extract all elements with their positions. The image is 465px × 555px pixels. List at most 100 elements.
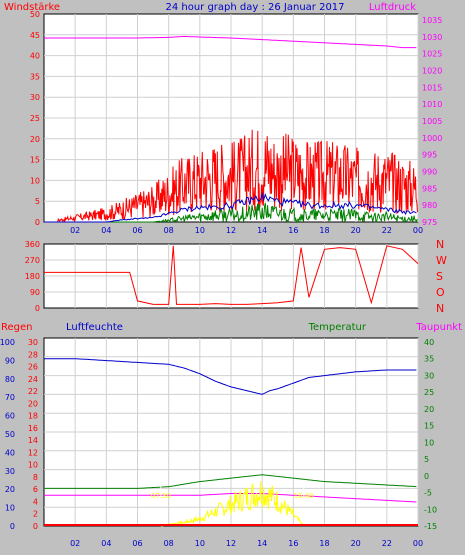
x-tick-label: 04 (101, 226, 111, 235)
humidity-tick-label: 6 (33, 485, 38, 494)
humidity-temperature-plot: 1009080706050403020100302826242220181614… (0, 337, 437, 548)
x-tick-label: 06 (132, 226, 142, 235)
humidity-tick-label: 10 (28, 461, 38, 470)
wind-tick-label: 30 (30, 93, 40, 102)
pressure-axis-label: Luftdruck (369, 2, 416, 13)
rain-tick-label: 40 (5, 448, 15, 457)
x-tick-label: 16 (288, 226, 298, 235)
humidity-tick-label: 16 (28, 424, 38, 433)
direction-tick-label: 180 (25, 272, 40, 281)
wind-tick-label: 15 (30, 156, 40, 165)
x-tick-label: 20 (351, 539, 361, 548)
humidity-tick-label: 26 (28, 363, 38, 372)
x-tick-label: 18 (319, 539, 329, 548)
humidity-tick-label: 22 (28, 387, 38, 396)
humidity-tick-label: 18 (28, 412, 38, 421)
series-windstaerke (44, 129, 419, 224)
x-tick-label: 12 (226, 539, 236, 548)
compass-label: S (436, 270, 443, 283)
series-temperatur (44, 474, 417, 489)
humidity-tick-label: 4 (33, 497, 38, 506)
series-direction (44, 245, 419, 305)
direction-tick-label: 90 (30, 288, 40, 297)
pressure-tick-label: 995 (422, 151, 437, 160)
wind-tick-label: 5 (35, 197, 40, 206)
x-tick-label: 04 (101, 539, 111, 548)
temperature-tick-label: 15 (424, 422, 434, 431)
x-tick-label: 10 (195, 539, 205, 548)
humidity-tick-label: 28 (28, 350, 38, 359)
x-tick-label: 02 (70, 539, 80, 548)
humidity-tick-label: 20 (28, 399, 38, 408)
x-tick-label: 16 (288, 539, 298, 548)
temperature-tick-label: 25 (424, 388, 434, 397)
series-taupunkt (44, 493, 417, 503)
rain-tick-label: 80 (5, 375, 15, 384)
pressure-tick-label: 985 (422, 184, 437, 193)
wind-tick-label: 45 (30, 31, 40, 40)
temperature-tick-label: -10 (424, 505, 437, 514)
x-tick-label: 12 (226, 226, 236, 235)
series-luftfeuchte (44, 358, 417, 395)
temperature-tick-label: 5 (424, 455, 429, 464)
x-tick-label: 22 (382, 226, 392, 235)
humidity-tick-label: 14 (28, 436, 38, 445)
wind-tick-label: 10 (30, 176, 40, 185)
temperature-axis-label: Temperatur (308, 322, 367, 333)
rain-axis-label: Regen (1, 322, 33, 333)
direction-tick-label: 0 (35, 304, 40, 313)
humidity-tick-label: 30 (28, 338, 38, 347)
x-tick-label: 22 (382, 539, 392, 548)
x-tick-label: 08 (164, 226, 174, 235)
rain-tick-label: 10 (5, 504, 15, 513)
wind-tick-label: 35 (30, 72, 40, 81)
temperature-tick-label: 30 (424, 371, 434, 380)
pressure-tick-label: 1000 (422, 134, 442, 143)
chart-title: 24 hour graph day : 26 Januar 2017 (165, 2, 344, 13)
humidity-tick-label: 2 (33, 510, 38, 519)
x-tick-label: 00 (413, 226, 423, 235)
pressure-tick-label: 980 (422, 201, 437, 210)
wind-tick-label: 25 (30, 114, 40, 123)
temperature-tick-label: -5 (424, 489, 432, 498)
humidity-tick-label: 0 (33, 522, 38, 531)
rain-tick-label: 30 (5, 467, 15, 476)
x-tick-label: 08 (164, 539, 174, 548)
temperature-tick-label: 35 (424, 355, 434, 364)
humidity-tick-label: 24 (28, 375, 38, 384)
pressure-tick-label: 1015 (422, 83, 442, 92)
wind-axis-label: Windstärke (4, 2, 60, 13)
wind-pressure-plot: 5045403530252015105010351030102510201015… (30, 10, 443, 235)
dewpoint-axis-label: Taupunkt (415, 322, 462, 333)
x-tick-label: 02 (70, 226, 80, 235)
rain-tick-label: 70 (5, 393, 15, 402)
direction-tick-label: 360 (25, 240, 40, 249)
compass-label: O (436, 286, 445, 299)
rain-tick-label: 100 (0, 338, 15, 347)
rain-tick-label: 0 (10, 522, 15, 531)
pressure-tick-label: 1010 (422, 100, 442, 109)
humidity-tick-label: 12 (28, 448, 38, 457)
rain-tick-label: 90 (5, 356, 15, 365)
humidity-axis-label: Luftfeuchte (66, 322, 123, 333)
temperature-tick-label: 10 (424, 438, 434, 447)
sun-time-label: 16:40 (294, 492, 314, 500)
temperature-tick-label: 20 (424, 405, 434, 414)
compass-label: N (436, 302, 444, 315)
x-tick-label: 10 (195, 226, 205, 235)
series-wind-avg (44, 191, 417, 223)
pressure-tick-label: 990 (422, 168, 437, 177)
compass-label: N (436, 238, 444, 251)
wind-tick-label: 50 (30, 10, 40, 19)
temperature-tick-label: 0 (424, 472, 429, 481)
x-tick-label: 14 (257, 226, 267, 235)
series-luftdruck (44, 35, 417, 49)
direction-tick-label: 270 (25, 256, 40, 265)
humidity-tick-label: 8 (33, 473, 38, 482)
series-solar (160, 481, 304, 527)
x-tick-label: 14 (257, 539, 267, 548)
pressure-tick-label: 975 (422, 218, 437, 227)
temperature-tick-label: -15 (424, 522, 437, 531)
